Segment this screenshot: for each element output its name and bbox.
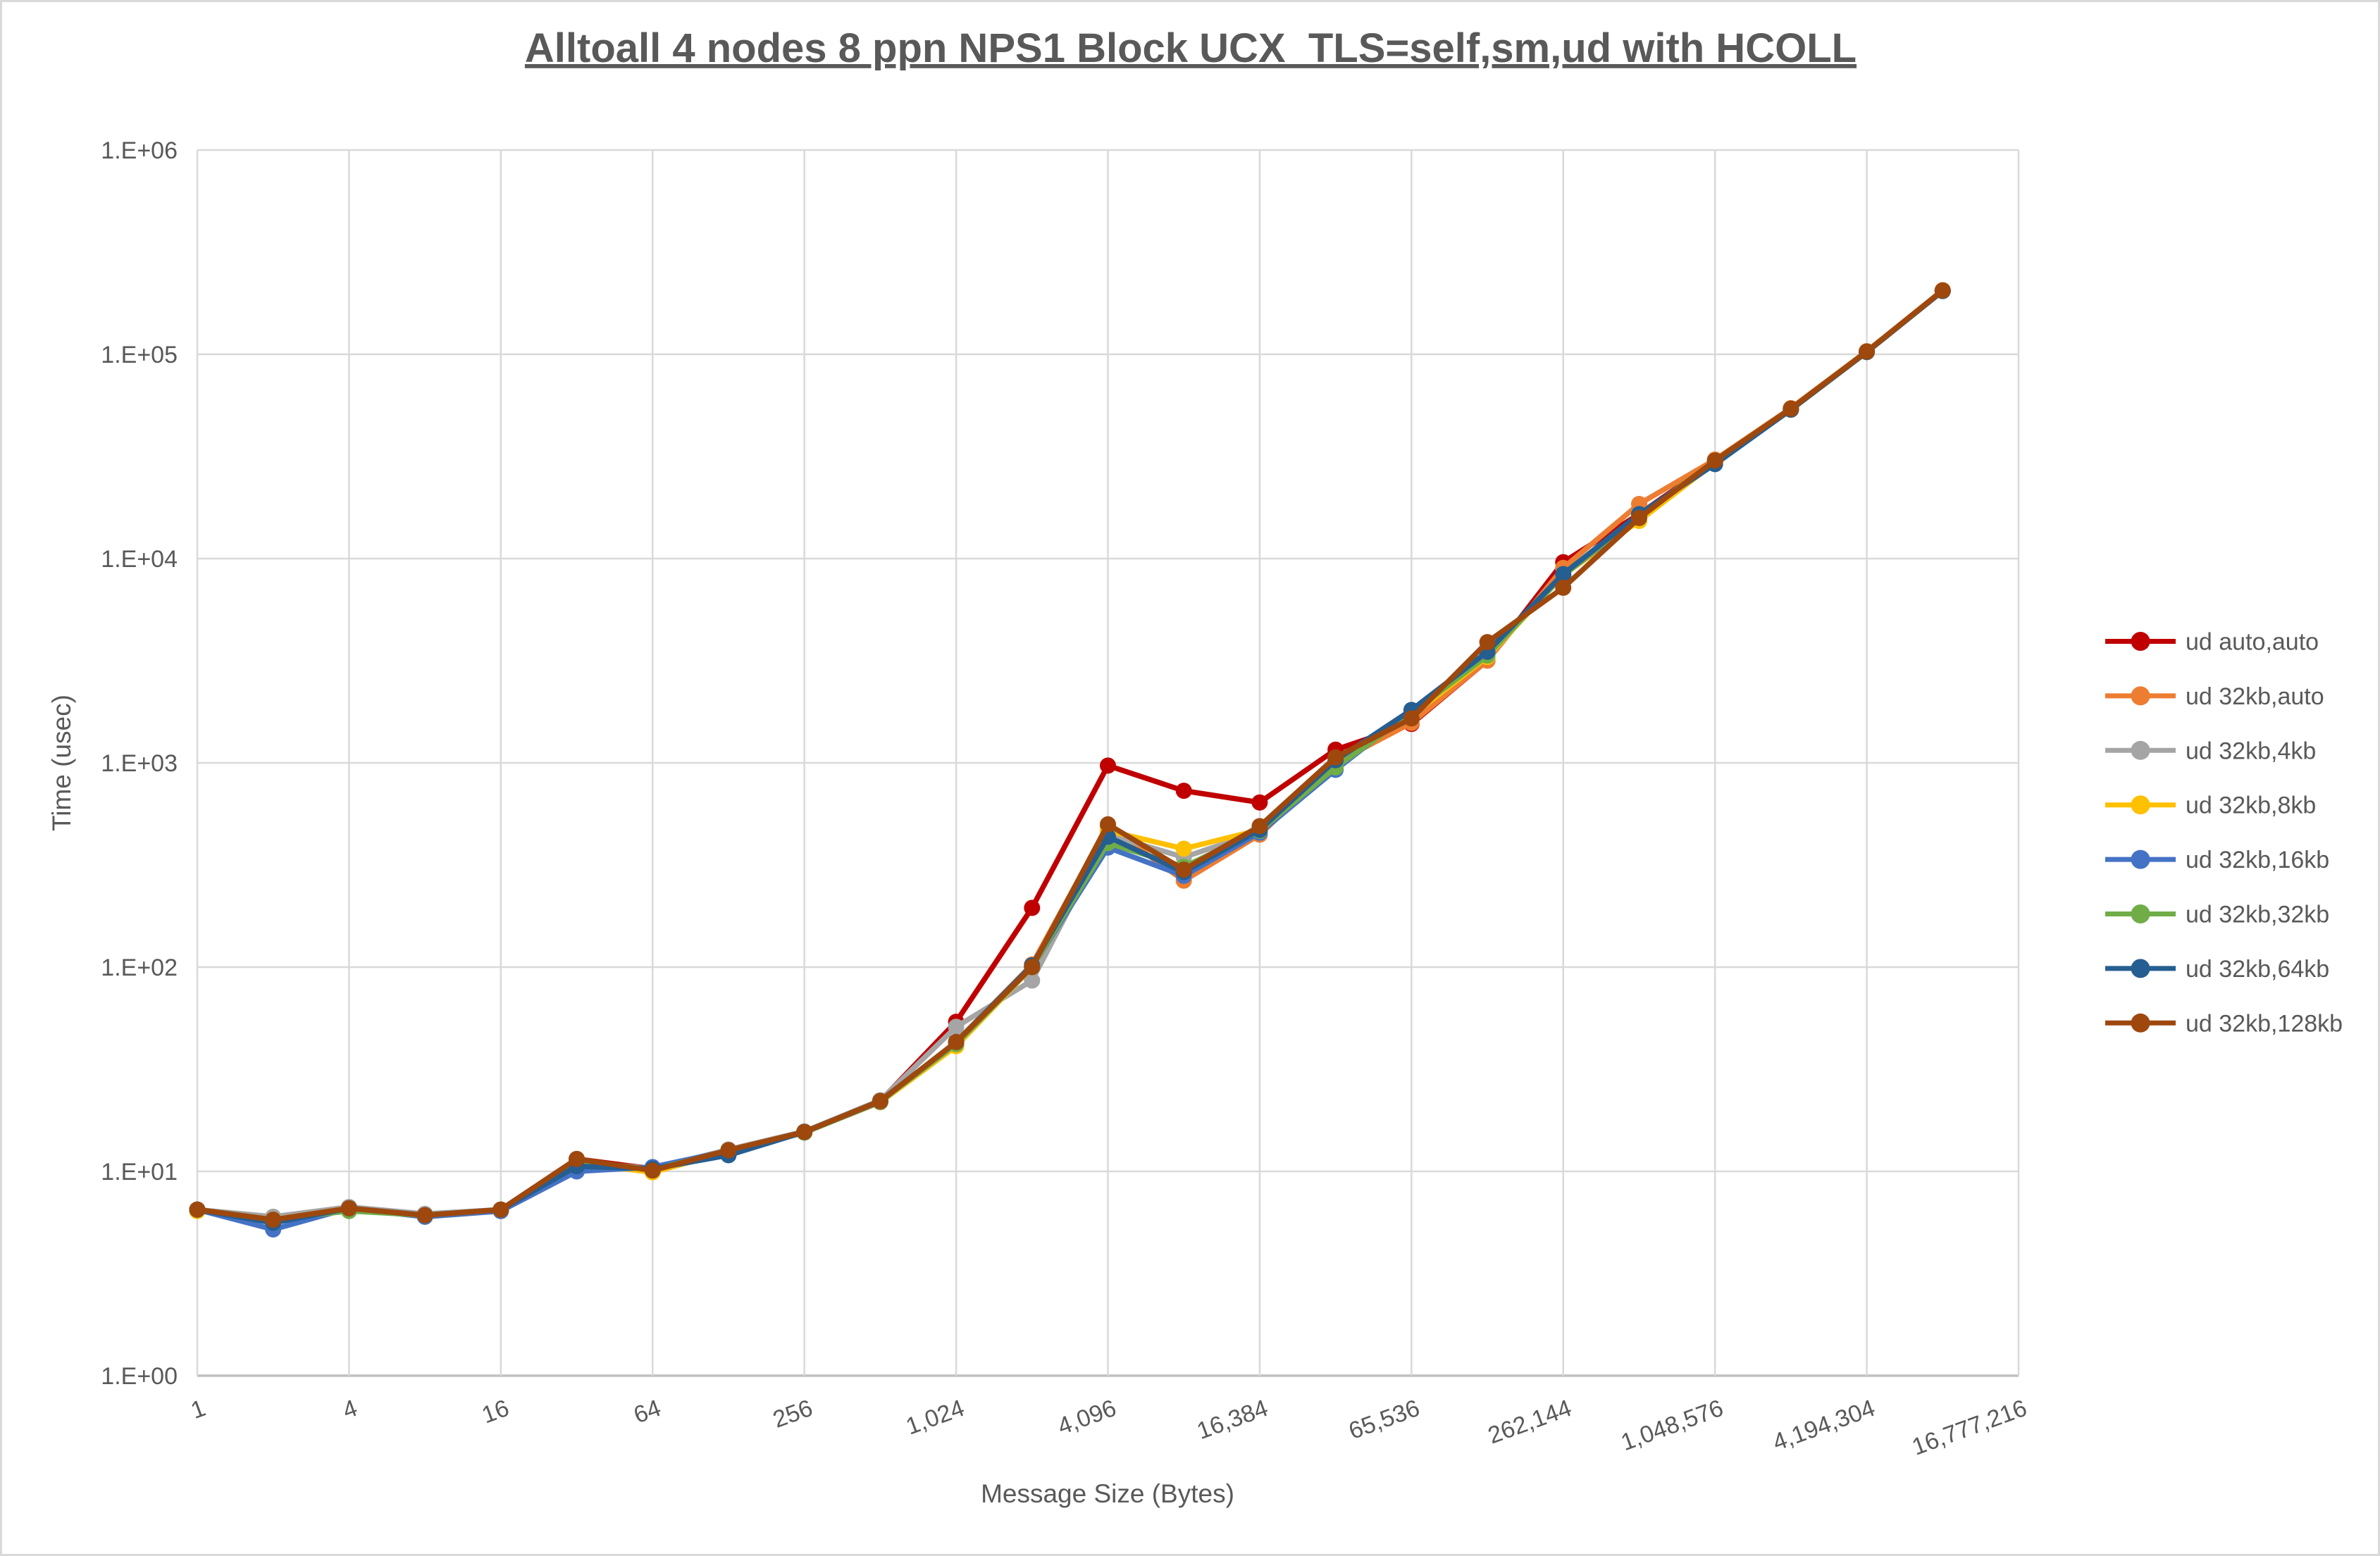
legend-item[interactable]: ud 32kb,auto — [2105, 683, 2324, 710]
data-point-marker[interactable] — [1175, 783, 1192, 799]
legend-marker-icon — [2131, 849, 2150, 869]
legend-label: ud 32kb,16kb — [2186, 847, 2329, 873]
y-tick-label: 1.E+03 — [101, 750, 178, 777]
data-point-marker[interactable] — [1934, 282, 1951, 299]
data-point-marker[interactable] — [1555, 566, 1572, 583]
legend-item[interactable]: ud 32kb,64kb — [2105, 956, 2329, 983]
series-ud-32kb-128kb — [189, 282, 1951, 1228]
legend-marker-icon — [2131, 740, 2150, 760]
data-point-marker[interactable] — [1859, 343, 1876, 360]
legend-item[interactable]: ud auto,auto — [2105, 629, 2319, 656]
legend-marker-icon — [2131, 795, 2150, 815]
series-line — [194, 287, 1946, 1223]
legend-marker-icon — [2131, 686, 2150, 706]
data-point-marker[interactable] — [1630, 509, 1647, 526]
legend-label: ud 32kb,auto — [2186, 683, 2324, 710]
data-point-marker[interactable] — [1251, 818, 1268, 835]
data-point-marker[interactable] — [1100, 816, 1116, 833]
legend-item[interactable]: ud 32kb,128kb — [2105, 1010, 2343, 1037]
legend-label: ud 32kb,8kb — [2186, 792, 2316, 819]
data-point-marker[interactable] — [872, 1093, 888, 1109]
data-point-marker[interactable] — [1555, 579, 1572, 596]
legend-label: ud 32kb,4kb — [2186, 737, 2316, 764]
data-point-marker[interactable] — [1327, 749, 1344, 766]
legend-label: ud auto,auto — [2186, 629, 2319, 656]
y-tick-label: 1.E+01 — [101, 1159, 178, 1185]
y-tick-label: 1.E+04 — [101, 546, 178, 573]
y-tick-label: 1.E+05 — [101, 342, 178, 368]
data-point-marker[interactable] — [1175, 840, 1192, 857]
x-axis-title: Message Size (Bytes) — [981, 1479, 1234, 1508]
data-point-marker[interactable] — [492, 1201, 509, 1218]
chart-title: Alltoall 4 nodes 8 ppn NPS1 Block UCX_TL… — [525, 25, 1857, 71]
data-point-marker[interactable] — [720, 1142, 737, 1159]
data-point-marker[interactable] — [948, 1033, 965, 1050]
data-point-marker[interactable] — [1100, 757, 1116, 774]
data-point-marker[interactable] — [1783, 400, 1799, 417]
data-point-marker[interactable] — [1024, 972, 1041, 989]
data-point-marker[interactable] — [1175, 861, 1192, 878]
data-point-marker[interactable] — [796, 1124, 813, 1140]
legend: ud auto,auto ud 32kb,auto ud 32kb,4kb ud 32… — [2105, 629, 2343, 1037]
y-tick-label: 1.E+06 — [101, 137, 178, 164]
data-point-marker[interactable] — [1024, 959, 1041, 976]
y-tick-label: 1.E+00 — [101, 1363, 178, 1390]
data-point-marker[interactable] — [340, 1200, 357, 1216]
y-axis-title: Time (usec) — [47, 695, 76, 831]
data-point-marker[interactable] — [416, 1207, 433, 1224]
data-point-marker[interactable] — [189, 1201, 206, 1218]
legend-item[interactable]: ud 32kb,16kb — [2105, 847, 2329, 873]
legend-marker-icon — [2131, 632, 2150, 651]
data-point-marker[interactable] — [1251, 794, 1268, 811]
data-point-marker[interactable] — [569, 1150, 585, 1167]
legend-label: ud 32kb,32kb — [2186, 902, 2329, 928]
legend-item[interactable]: ud 32kb,8kb — [2105, 792, 2316, 819]
y-axis-tick-labels: 1.E+00 1.E+01 1.E+02 1.E+03 1.E+04 1.E+05 1.E+… — [101, 137, 178, 1390]
legend-item[interactable]: ud 32kb,4kb — [2105, 737, 2316, 764]
data-point-marker[interactable] — [1706, 452, 1723, 469]
data-point-marker[interactable] — [1479, 634, 1496, 651]
data-point-marker[interactable] — [644, 1162, 661, 1179]
legend-marker-icon — [2131, 1013, 2150, 1033]
legend-marker-icon — [2131, 904, 2150, 923]
data-point-marker[interactable] — [948, 1019, 965, 1035]
legend-label: ud 32kb,64kb — [2186, 956, 2329, 983]
data-point-marker[interactable] — [1024, 900, 1041, 916]
data-series — [189, 282, 1951, 1238]
legend-label: ud 32kb,128kb — [2186, 1010, 2343, 1037]
data-point-marker[interactable] — [1403, 710, 1420, 727]
legend-item[interactable]: ud 32kb,32kb — [2105, 902, 2329, 928]
y-tick-label: 1.E+02 — [101, 954, 178, 981]
legend-marker-icon — [2131, 959, 2150, 978]
data-point-marker[interactable] — [265, 1212, 282, 1228]
